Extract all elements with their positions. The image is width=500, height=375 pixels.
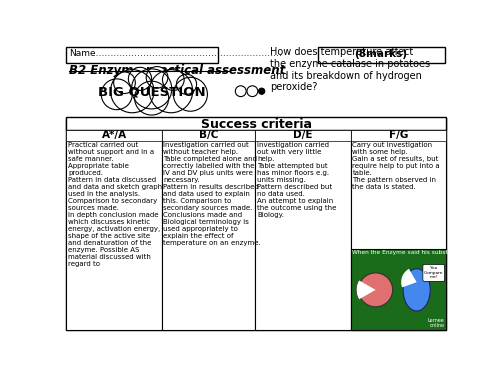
- Text: B2 Enzyme practical assessment: B2 Enzyme practical assessment: [68, 64, 285, 77]
- Circle shape: [358, 273, 392, 307]
- Polygon shape: [401, 269, 416, 287]
- Text: Carry out investigation
with some help.
Gain a set of results, but
require help : Carry out investigation with some help. …: [352, 142, 440, 190]
- Text: You
Compare
me!: You Compare me!: [424, 266, 444, 279]
- FancyBboxPatch shape: [66, 130, 162, 330]
- Circle shape: [128, 68, 152, 90]
- FancyBboxPatch shape: [62, 45, 450, 334]
- Text: Investigation carried out
without teacher help.
Table completed alone and
correc: Investigation carried out without teache…: [163, 142, 261, 246]
- FancyBboxPatch shape: [423, 264, 444, 281]
- Circle shape: [176, 74, 197, 94]
- Text: Lernee
online: Lernee online: [428, 318, 444, 328]
- Circle shape: [110, 70, 154, 113]
- FancyBboxPatch shape: [162, 130, 256, 330]
- FancyBboxPatch shape: [66, 118, 446, 330]
- Ellipse shape: [403, 268, 430, 311]
- Text: (8marks): (8marks): [354, 49, 408, 59]
- Text: Practical carried out
without support and in a
safe manner.
Appropriate table
pr: Practical carried out without support an…: [68, 142, 162, 267]
- Text: BIG QUESTION: BIG QUESTION: [98, 86, 206, 99]
- FancyBboxPatch shape: [351, 130, 446, 330]
- Text: Name………………………………………………………: Name………………………………………………………: [70, 49, 282, 58]
- Text: Investigation carried
out with very little
help.
Table attempted but
has minor f: Investigation carried out with very litt…: [257, 142, 336, 218]
- Polygon shape: [356, 280, 376, 300]
- FancyBboxPatch shape: [351, 130, 446, 141]
- Circle shape: [247, 86, 258, 97]
- Circle shape: [162, 69, 184, 90]
- Circle shape: [150, 70, 192, 113]
- FancyBboxPatch shape: [256, 130, 351, 141]
- FancyBboxPatch shape: [66, 47, 218, 63]
- Circle shape: [146, 66, 168, 88]
- Circle shape: [101, 79, 132, 110]
- Text: F/G: F/G: [389, 130, 408, 141]
- Text: A*/A: A*/A: [102, 130, 126, 141]
- Circle shape: [236, 86, 246, 97]
- FancyBboxPatch shape: [162, 130, 256, 141]
- Circle shape: [132, 69, 172, 109]
- Text: D/E: D/E: [294, 130, 313, 141]
- Text: When the Enzyme said his substrate...: When the Enzyme said his substrate...: [352, 250, 466, 255]
- Text: B/C: B/C: [199, 130, 218, 141]
- Circle shape: [114, 72, 136, 93]
- Text: How does temperature affect
the enzyme catalase in potatoes
and its breakdown of: How does temperature affect the enzyme c…: [270, 47, 430, 92]
- FancyBboxPatch shape: [66, 117, 446, 130]
- Circle shape: [134, 81, 168, 115]
- FancyBboxPatch shape: [351, 249, 446, 330]
- Circle shape: [258, 88, 265, 94]
- FancyBboxPatch shape: [318, 47, 444, 63]
- FancyBboxPatch shape: [66, 130, 162, 141]
- Circle shape: [174, 77, 208, 111]
- Text: Success criteria: Success criteria: [201, 118, 312, 131]
- FancyBboxPatch shape: [256, 130, 351, 330]
